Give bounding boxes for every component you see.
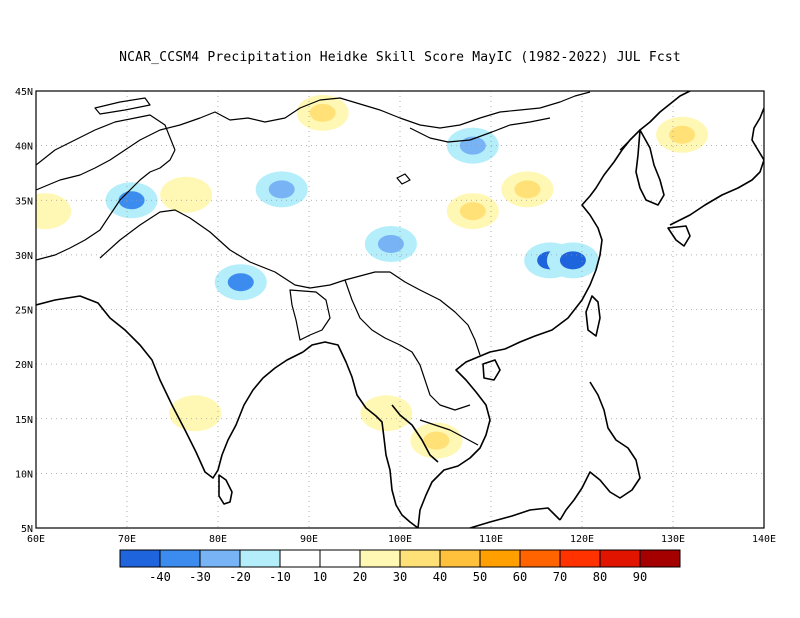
lat-tick-label: 5N [21,524,33,535]
coastline-taiwan [585,295,601,337]
lon-tick-label: 140E [752,534,776,545]
lat-tick-label: 15N [15,415,33,426]
axis-labels: 60E 70E 80E 90E 100E 110E 120E 130E 140E 5N 10N 15N… [15,87,776,545]
lat-tick-label: 25N [15,306,33,317]
border-himalaya [99,209,390,289]
skill-region [36,202,59,221]
colorbar-label: 70 [553,570,567,584]
colorbar-label: 50 [473,570,487,584]
coastline-india [36,295,304,479]
colorbar-swatch [199,549,241,568]
colorbar-label: 80 [593,570,607,584]
coastline-indochina [417,348,506,528]
colorbar-label: 40 [433,570,447,584]
skill-region [559,251,586,270]
colorbar-label: 60 [513,570,527,584]
colorbar-label: -20 [229,570,251,584]
colorbar-swatch [239,549,281,568]
colorbar-swatch [559,549,601,568]
colorbar: -40 -30 -20 -10 10 20 30 40 50 60 70 80 90 [119,549,681,584]
coastlines [36,91,764,528]
coastline-korea [635,129,665,206]
lake-qinghai [396,173,411,185]
border-laos-vietnam [389,271,481,356]
skill-region [173,185,200,204]
lat-tick-label: 40N [15,142,33,153]
colorbar-label: 90 [633,570,647,584]
colorbar-label: 20 [353,570,367,584]
coastline-borneo [469,507,561,528]
skill-score-fill-layer [36,94,709,459]
colorbar-swatch [359,549,401,568]
coastline-myanmar [302,341,419,528]
border-bangladesh [289,289,331,341]
lat-tick-label: 45N [15,87,33,98]
border-pakistan [36,149,176,261]
border-central-asia [36,91,591,191]
lon-tick-label: 120E [570,534,594,545]
lon-tick-label: 90E [300,534,318,545]
border-cambodia [419,419,479,446]
coastline-hainan [482,359,501,381]
coastline-philippines [559,381,641,521]
skill-region [373,404,400,423]
colorbar-swatch [519,549,561,568]
skill-region [669,125,696,144]
skill-region [377,234,404,253]
colorbar-swatch [479,549,521,568]
coastline-sri-lanka [218,474,233,505]
skill-region [459,136,486,155]
grid-lines [36,91,764,528]
colorbar-swatch [439,549,481,568]
colorbar-swatch [599,549,641,568]
colorbar-label: -40 [149,570,171,584]
colorbar-swatch [159,549,201,568]
coastline-kyushu [667,225,691,247]
lat-tick-label: 30N [15,251,33,262]
skill-region [268,180,295,199]
skill-region [514,180,541,199]
lat-tick-label: 10N [15,469,33,480]
coastline-japan [669,107,764,226]
border-afghanistan [36,114,176,166]
colorbar-swatch [119,549,161,568]
lat-tick-label: 20N [15,360,33,371]
lon-tick-label: 70E [118,534,136,545]
border-china-mongolia [409,117,551,143]
coastline-gulf-of-thailand [391,404,439,463]
lake-balkhash [94,97,151,115]
lon-tick-label: 110E [479,534,503,545]
colorbar-label: -10 [269,570,291,584]
colorbar-label: 10 [313,570,327,584]
skill-region [459,202,486,221]
plot-frame [35,90,765,529]
colorbar-label: -30 [189,570,211,584]
lon-tick-label: 60E [27,534,45,545]
colorbar-swatch [639,549,681,568]
skill-region [423,431,450,450]
lat-tick-label: 35N [15,196,33,207]
chart-title: NCAR_CCSM4 Precipitation Heidke Skill Sc… [119,50,681,65]
colorbar-swatch [279,549,321,568]
colorbar-swatch [319,549,361,568]
border-myanmar-thailand [344,279,471,411]
colorbar-label: 30 [393,570,407,584]
colorbar-swatch [399,549,441,568]
border-north-korea [619,129,641,151]
skill-region [309,103,336,122]
coastline-china [504,91,691,350]
skill-region [182,404,209,423]
lon-tick-label: 130E [661,534,685,545]
skill-region [227,273,254,292]
lon-tick-label: 80E [209,534,227,545]
lon-tick-label: 100E [388,534,412,545]
